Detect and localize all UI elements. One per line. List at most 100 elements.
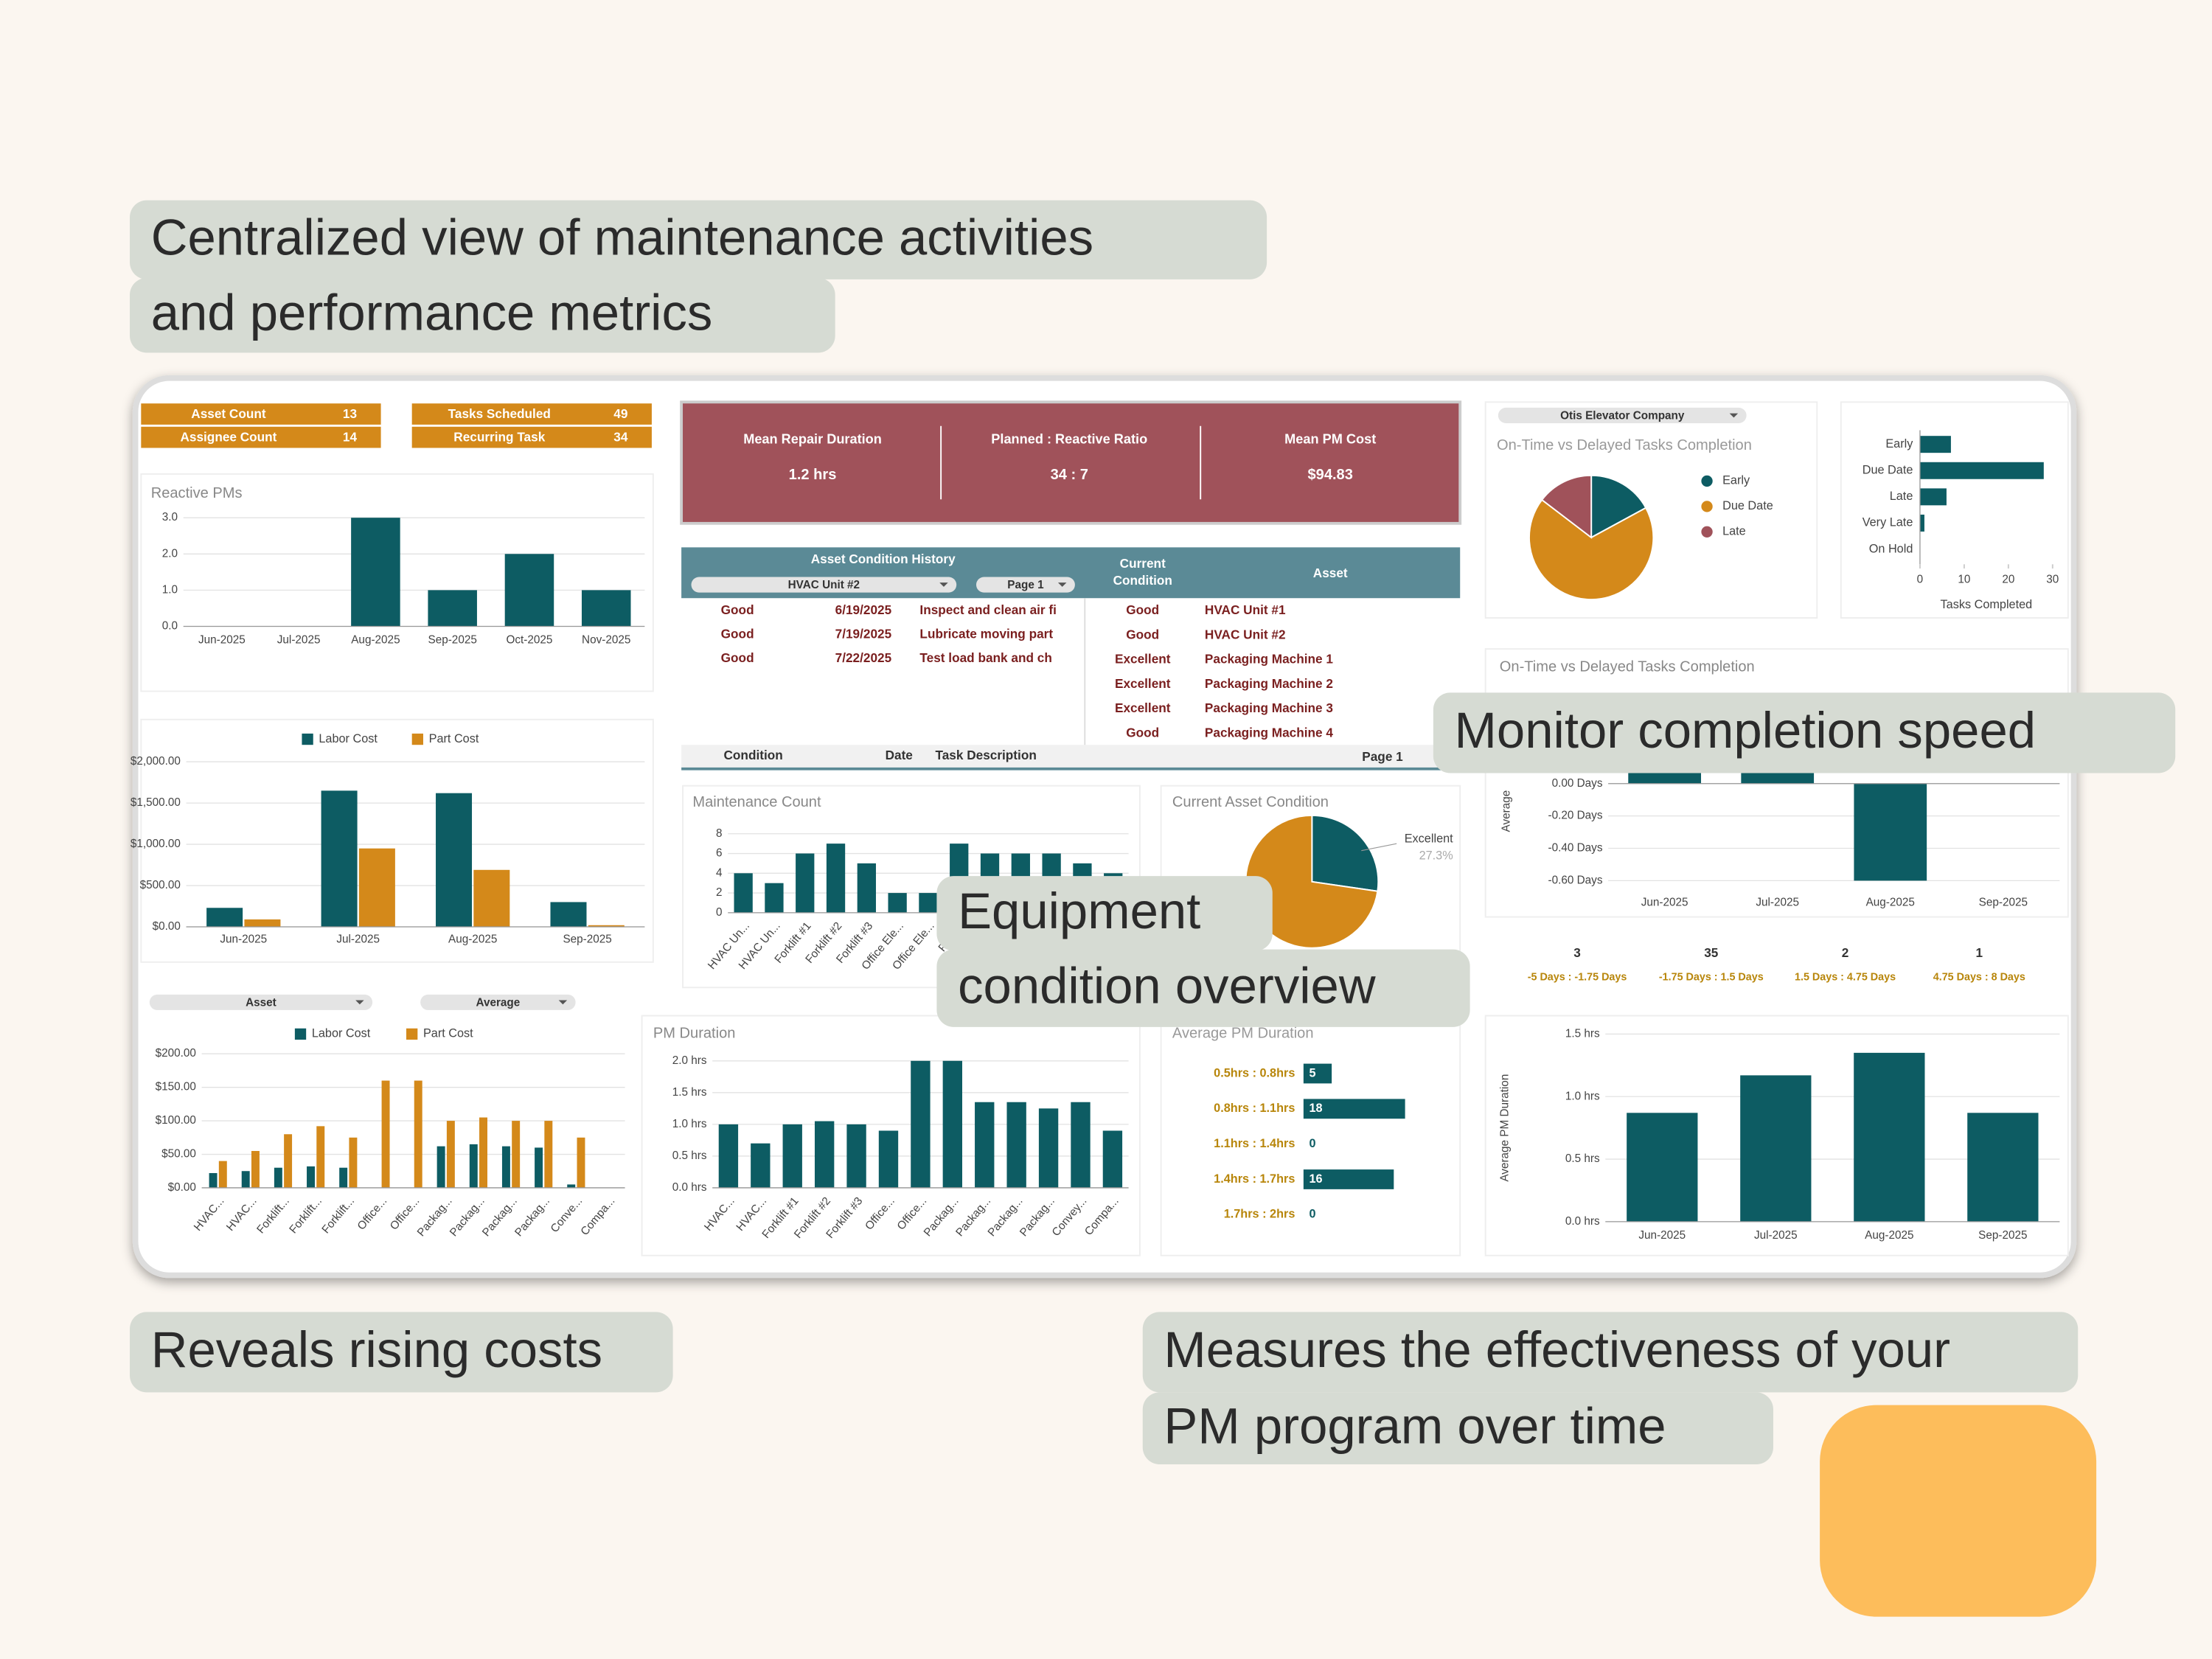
legend-label: Early [1722, 474, 1750, 487]
bar [1102, 1130, 1123, 1188]
bar [796, 853, 815, 913]
y-tick-label: $1,500.00 [131, 796, 181, 809]
callout-box [130, 1312, 673, 1393]
y-tick-label: $1,000.00 [131, 838, 181, 850]
metric-value: 34 : 7 [1051, 467, 1088, 483]
callout-text: condition overview [958, 957, 1376, 1014]
dropdown[interactable] [149, 994, 373, 1010]
y-tick-label: $100.00 [156, 1114, 196, 1127]
bar [414, 1080, 422, 1188]
callout-text: PM program over time [1164, 1397, 1666, 1454]
bar [734, 873, 753, 913]
dropdown[interactable] [1498, 407, 1747, 423]
dropdown-arrow [1057, 582, 1067, 587]
leader-line [1361, 843, 1397, 852]
x-tick-label: Sep-2025 [563, 933, 611, 945]
y-tick-label: 3.0 [162, 511, 178, 524]
bucket-label: -1.75 Days : 1.5 Days [1659, 972, 1764, 984]
dropdown-arrow [558, 1000, 568, 1005]
column-header: Current [1120, 556, 1166, 571]
callout-box [1142, 1392, 1773, 1464]
dropdown-label: Page 1 [1007, 579, 1044, 591]
table-cell: Good [1126, 627, 1159, 641]
bar [1740, 1075, 1812, 1222]
bar [436, 793, 473, 928]
bar [349, 1137, 358, 1188]
pie-slice [1311, 814, 1380, 892]
bar [437, 1146, 445, 1188]
bar [473, 869, 510, 928]
table-cell: HVAC Unit #2 [1205, 627, 1286, 641]
y-tick-label: $150.00 [156, 1081, 196, 1093]
table-cell: Excellent [1115, 700, 1171, 715]
legend-swatch [411, 733, 423, 745]
y-tick-label: 1.0 hrs [1565, 1090, 1600, 1102]
callout-box [936, 876, 1273, 951]
bar [274, 1167, 282, 1188]
metrics-banner [680, 400, 1462, 525]
bar [782, 1124, 802, 1188]
bar [316, 1126, 325, 1188]
bar [919, 893, 938, 913]
y-tick-label: $200.00 [156, 1047, 196, 1060]
bar [358, 848, 395, 928]
y-tick-label: 1.5 hrs [672, 1086, 707, 1099]
y-tick-label: 8 [716, 827, 723, 840]
x-tick-label: Jun-2025 [1638, 1229, 1686, 1242]
kpi-tile [411, 426, 652, 448]
bar [1854, 1052, 1925, 1222]
panel [1160, 1015, 1461, 1256]
chart-title: On-Time vs Delayed Tasks Completion [1500, 658, 1755, 675]
x-tick-label: Jul-2025 [1754, 1229, 1798, 1242]
y-tick-label: 1.0 [162, 583, 178, 596]
x-tick-label: 20 [2002, 573, 2014, 585]
table-cell: 7/19/2025 [835, 627, 892, 641]
y-tick-label: 1.7hrs : 2hrs [1224, 1208, 1295, 1221]
y-tick-label: Due Date [1863, 464, 1913, 477]
data-label: 0 [1310, 1137, 1316, 1150]
dropdown-label: Otis Elevator Company [1560, 409, 1685, 422]
y-tick-label: Late [1890, 490, 1913, 503]
x-tick-label: Aug-2025 [448, 933, 497, 945]
dropdown-arrow [355, 1000, 364, 1005]
y-tick-label: 0.00 Days [1552, 777, 1603, 790]
axis-title: Tasks Completed [1941, 598, 2033, 611]
x-tick-label: Sep-2025 [1978, 1229, 2027, 1242]
callout-text: Reveals rising costs [151, 1321, 602, 1378]
chart-title: Current Asset Condition [1172, 794, 1329, 810]
data-label: 18 [1310, 1102, 1323, 1115]
x-tick-label: 30 [2046, 573, 2059, 585]
metric-label: Mean Repair Duration [743, 432, 882, 447]
legend-label: Part Cost [429, 732, 479, 745]
pager: Page 1 [1362, 749, 1403, 764]
y-tick-label: 1.4hrs : 1.7hrs [1214, 1172, 1295, 1186]
table-cell: Good [1126, 602, 1159, 617]
column-header: Task Description [935, 748, 1036, 762]
table-cell: Good [721, 627, 754, 641]
metric-value: $94.83 [1307, 467, 1352, 483]
bucket-count: 3 [1573, 945, 1581, 960]
decorative-blob [1820, 1405, 2097, 1617]
dropdown[interactable] [420, 994, 576, 1010]
legend-label: Part Cost [423, 1027, 473, 1040]
bar [544, 1121, 553, 1188]
x-tick-label: Jun-2025 [1641, 897, 1688, 909]
bar [1919, 488, 1947, 506]
slice-label: Excellent [1405, 832, 1453, 846]
bar [209, 1172, 218, 1188]
dropdown[interactable] [975, 577, 1075, 593]
table-cell: Good [1126, 725, 1159, 740]
kpi-label: Recurring Task [453, 430, 545, 445]
bar [512, 1121, 521, 1188]
x-tick-label: Jul-2025 [336, 933, 380, 945]
bar [857, 863, 876, 913]
kpi-tile [141, 403, 381, 425]
bar [1303, 1063, 1332, 1084]
bucket-count: 35 [1704, 945, 1719, 960]
callout-text: Measures the effectiveness of your [1164, 1321, 1950, 1378]
axis-title: Average [1500, 790, 1512, 832]
dropdown[interactable] [691, 577, 957, 593]
legend-label: Labor Cost [312, 1027, 371, 1040]
bar [846, 1124, 866, 1188]
